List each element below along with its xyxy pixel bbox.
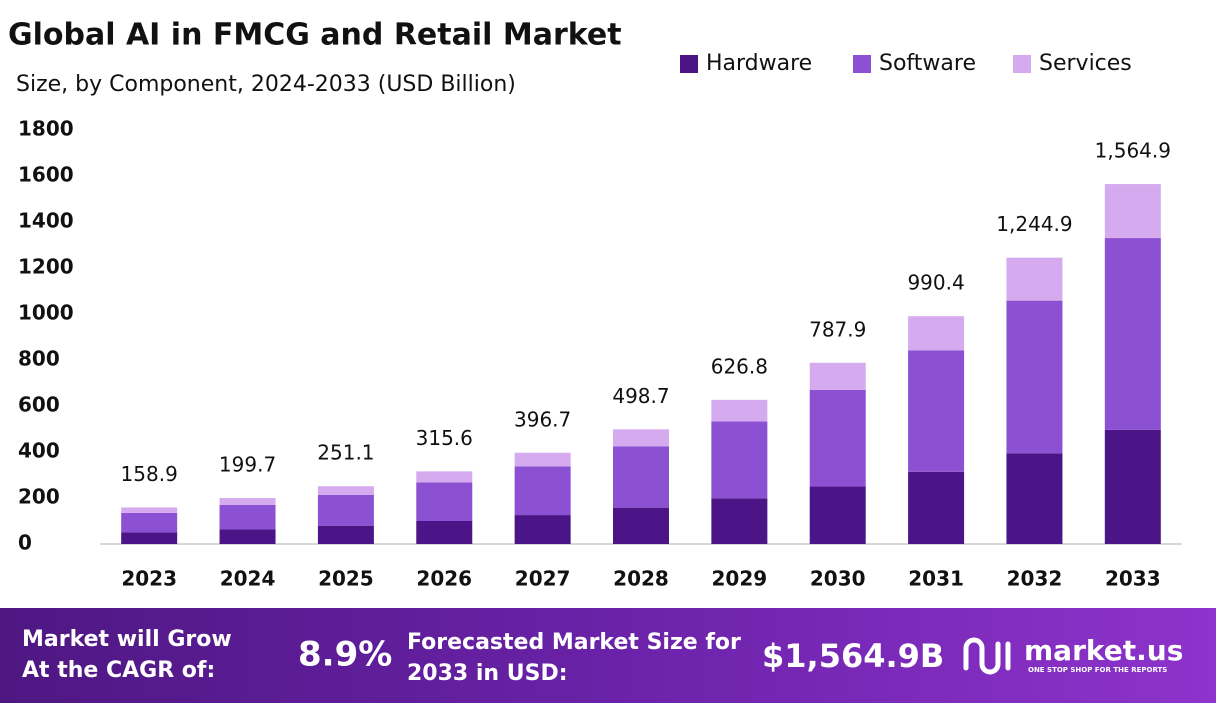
- total-label: 626.8: [711, 354, 768, 378]
- chart-title: Global AI in FMCG and Retail Market: [8, 18, 622, 53]
- y-tick-label: 1400: [18, 209, 74, 233]
- bar-segment: [809, 389, 866, 487]
- cagr-label: At the CAGR of:: [22, 658, 215, 683]
- chart-subtitle: Size, by Component, 2024-2033 (USD Billi…: [16, 72, 516, 97]
- bar-segment: [1104, 429, 1161, 544]
- bar-segment: [1006, 257, 1063, 301]
- bar-segment: [1104, 184, 1161, 239]
- bar-segment: [613, 446, 669, 508]
- forecast-value: $1,564.9B: [762, 637, 944, 675]
- y-tick-label: 1800: [18, 117, 74, 141]
- bar-segment: [514, 452, 571, 467]
- bar-segment: [908, 471, 965, 544]
- x-tick-label: 2026: [416, 567, 472, 591]
- bar-segment: [809, 486, 866, 544]
- bar-segment: [317, 486, 374, 495]
- bar-segment: [317, 494, 374, 526]
- cagr-label: Market will Grow: [22, 627, 232, 652]
- bar-segment: [613, 507, 669, 544]
- y-tick-label: 800: [18, 347, 60, 371]
- y-tick-label: 1000: [18, 301, 74, 325]
- total-label: 396.7: [514, 407, 571, 431]
- bar-segment: [514, 466, 571, 516]
- x-tick-label: 2032: [1007, 567, 1063, 591]
- legend-swatch: [680, 55, 698, 73]
- bar-segment: [514, 515, 571, 544]
- x-tick-label: 2029: [712, 567, 768, 591]
- legend-swatch: [1013, 55, 1031, 73]
- legend-label: Software: [879, 51, 976, 76]
- legend-swatch: [853, 55, 871, 73]
- x-tick-label: 2025: [318, 567, 374, 591]
- brand-logo: [963, 637, 1011, 675]
- x-tick-label: 2027: [515, 567, 571, 591]
- brand-tagline: ONE STOP SHOP FOR THE REPORTS: [1028, 666, 1167, 674]
- bar-segment: [416, 471, 473, 483]
- total-label: 1,244.9: [996, 212, 1072, 236]
- bar-segment: [1104, 238, 1161, 430]
- bar-segment: [711, 399, 768, 422]
- y-tick-label: 200: [18, 485, 60, 509]
- bar-segment: [908, 350, 965, 472]
- brand-name: market.us: [1024, 634, 1183, 667]
- bar-segment: [1006, 453, 1063, 544]
- bar-segment: [219, 529, 276, 544]
- bar-segment: [416, 482, 473, 521]
- y-tick-label: 0: [18, 531, 32, 555]
- bar-segment: [317, 525, 374, 544]
- forecast-label: Forecasted Market Size for: [407, 630, 741, 655]
- x-tick-label: 2030: [810, 567, 866, 591]
- legend-label: Hardware: [706, 51, 812, 76]
- y-tick-label: 400: [18, 439, 60, 463]
- bar-segment: [711, 498, 768, 544]
- bar-segment: [219, 504, 276, 530]
- cagr-value: 8.9%: [298, 635, 392, 675]
- forecast-label: 2033 in USD:: [407, 661, 568, 686]
- x-tick-label: 2033: [1105, 567, 1161, 591]
- legend-label: Services: [1039, 51, 1132, 76]
- x-tick-label: 2023: [121, 567, 177, 591]
- total-label: 315.6: [416, 426, 473, 450]
- bar-segment: [1006, 300, 1063, 454]
- x-tick-label: 2024: [220, 567, 276, 591]
- y-tick-label: 600: [18, 393, 60, 417]
- x-tick-label: 2028: [613, 567, 669, 591]
- total-label: 498.7: [612, 384, 669, 408]
- bar-segment: [809, 362, 866, 390]
- bar-segment: [219, 498, 276, 505]
- bar-segment: [121, 532, 178, 544]
- bar-segment: [416, 521, 473, 544]
- total-label: 251.1: [317, 441, 374, 465]
- total-label: 158.9: [121, 462, 178, 486]
- bar-segment: [613, 429, 669, 447]
- bar-segment: [711, 421, 768, 499]
- plot-area: 0 200 400 600 800 1000 1200 1400 1600 1800 2023 158…: [18, 51, 1182, 591]
- bar-segment: [908, 316, 965, 351]
- footer-band: [0, 608, 1216, 703]
- total-label: 199.7: [219, 453, 276, 477]
- y-tick-label: 1600: [18, 163, 74, 187]
- bar-segment: [121, 507, 178, 513]
- bar-segment: [121, 512, 178, 533]
- total-label: 1,564.9: [1095, 139, 1171, 163]
- x-tick-label: 2031: [908, 567, 964, 591]
- y-tick-label: 1200: [18, 255, 74, 279]
- total-label: 990.4: [907, 271, 964, 295]
- total-label: 787.9: [809, 317, 866, 341]
